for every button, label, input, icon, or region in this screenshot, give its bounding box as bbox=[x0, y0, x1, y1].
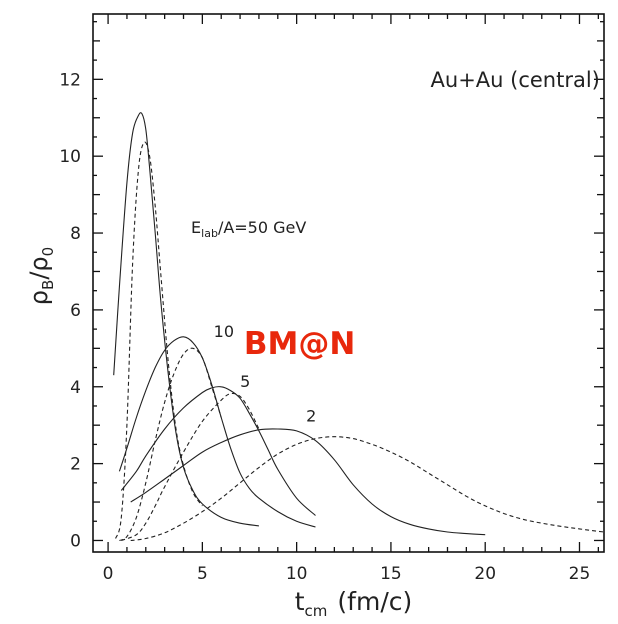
y-tick-label: 8 bbox=[70, 224, 81, 244]
chart-title: Au+Au (central) bbox=[431, 68, 600, 92]
curve-label-2: 2 bbox=[306, 406, 316, 425]
x-tick-label: 25 bbox=[569, 564, 591, 584]
x-tick-label: 0 bbox=[103, 564, 114, 584]
bmn-logo: BM@N bbox=[244, 326, 355, 362]
curve-label-5: 5 bbox=[240, 372, 250, 391]
x-tick-label: 10 bbox=[286, 564, 308, 584]
series-10-solid-line bbox=[118, 336, 316, 528]
x-axis-label: tcm (fm/c) bbox=[295, 587, 413, 620]
x-tick-label: 5 bbox=[197, 564, 208, 584]
series-5-dashed-line bbox=[121, 392, 260, 542]
y-tick-label: 4 bbox=[70, 378, 81, 398]
x-tick-label: 15 bbox=[380, 564, 402, 584]
series-2-solid-line bbox=[130, 428, 486, 536]
series-50-dashed-line bbox=[115, 141, 203, 539]
series-50-solid-line bbox=[113, 112, 259, 527]
y-axis-label: ρB/ρ0 bbox=[25, 247, 57, 305]
y-tick-label: 10 bbox=[59, 147, 81, 167]
y-tick-label: 6 bbox=[70, 301, 81, 321]
series-10-dashed-line bbox=[119, 347, 222, 542]
y-tick-label: 12 bbox=[59, 70, 81, 90]
plot-frame bbox=[92, 13, 605, 553]
curve-label-10: 10 bbox=[214, 322, 234, 341]
y-tick-label: 0 bbox=[70, 531, 81, 551]
series-5-solid-line bbox=[120, 386, 316, 516]
x-tick-label: 20 bbox=[474, 564, 496, 584]
y-tick-label: 2 bbox=[70, 455, 81, 475]
series-2-dashed-line bbox=[130, 436, 605, 542]
energy-label: Elab/A=50 GeV bbox=[191, 218, 306, 240]
